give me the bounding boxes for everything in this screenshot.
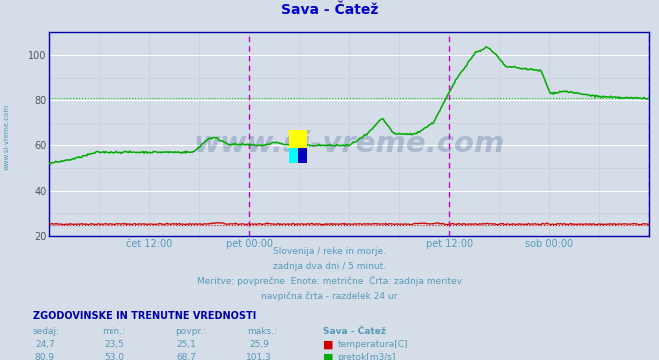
Text: temperatura[C]: temperatura[C] [337, 341, 408, 350]
Bar [289, 130, 307, 152]
Text: navpična črta - razdelek 24 ur: navpična črta - razdelek 24 ur [262, 292, 397, 301]
Text: 25,9: 25,9 [249, 341, 269, 350]
Text: 80,9: 80,9 [35, 354, 55, 360]
Text: Sava - Čatež: Sava - Čatež [281, 3, 378, 17]
Bar [289, 148, 299, 163]
Text: pretok[m3/s]: pretok[m3/s] [337, 354, 396, 360]
Text: www.si-vreme.com: www.si-vreme.com [194, 130, 505, 158]
Text: 68,7: 68,7 [177, 354, 196, 360]
Text: sedaj:: sedaj: [33, 327, 60, 336]
Bar [298, 148, 307, 163]
Text: 101,3: 101,3 [246, 354, 272, 360]
Text: 53,0: 53,0 [104, 354, 124, 360]
Text: ■: ■ [323, 339, 333, 350]
Text: maks.:: maks.: [247, 327, 277, 336]
Text: min.:: min.: [102, 327, 125, 336]
Text: 23,5: 23,5 [104, 341, 124, 350]
Text: 24,7: 24,7 [35, 341, 55, 350]
Text: 25,1: 25,1 [177, 341, 196, 350]
Text: Slovenija / reke in morje.: Slovenija / reke in morje. [273, 247, 386, 256]
Text: www.si-vreme.com: www.si-vreme.com [3, 104, 10, 170]
Text: povpr.:: povpr.: [175, 327, 206, 336]
Text: Sava - Čatež: Sava - Čatež [323, 327, 386, 336]
Text: ■: ■ [323, 352, 333, 360]
Text: zadnja dva dni / 5 minut.: zadnja dva dni / 5 minut. [273, 262, 386, 271]
Text: Meritve: povprečne  Enote: metrične  Črta: zadnja meritev: Meritve: povprečne Enote: metrične Črta:… [197, 275, 462, 286]
Text: ZGODOVINSKE IN TRENUTNE VREDNOSTI: ZGODOVINSKE IN TRENUTNE VREDNOSTI [33, 311, 256, 321]
